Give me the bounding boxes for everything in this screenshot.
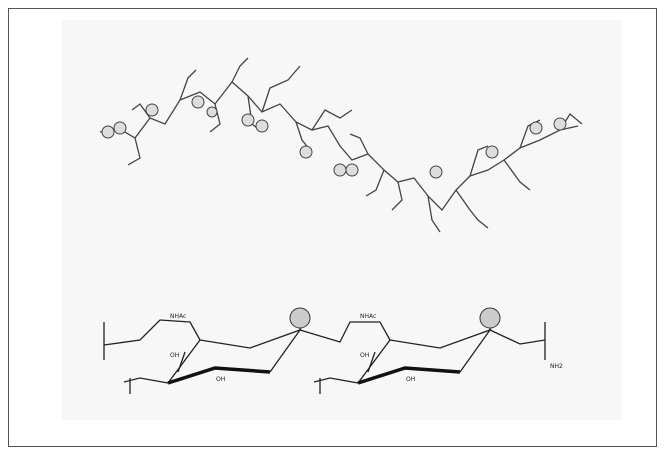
image-background	[62, 20, 622, 420]
figure: NHAc OH OH NHAc OH OH NH2	[0, 0, 666, 456]
label: NHAc	[360, 313, 376, 320]
label: OH	[406, 376, 415, 383]
label: OH	[216, 376, 225, 383]
label: NHAc	[170, 313, 186, 320]
molecule-figure: NHAc OH OH NHAc OH OH NH2	[0, 0, 666, 456]
label: NH2	[550, 363, 563, 370]
label: OH	[360, 352, 369, 359]
label: OH	[170, 352, 179, 359]
